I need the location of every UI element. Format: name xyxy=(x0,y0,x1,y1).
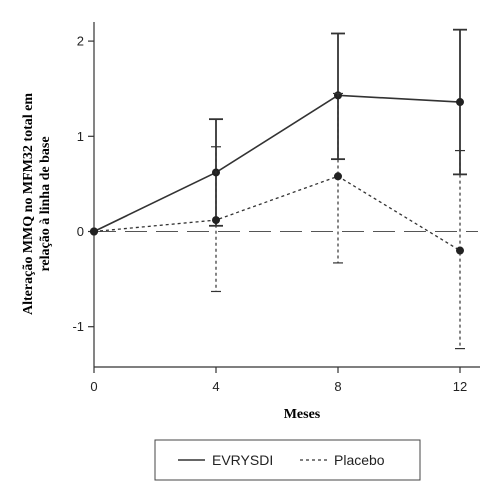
legend-label-placebo: Placebo xyxy=(334,452,385,468)
data-point xyxy=(90,227,98,236)
data-point xyxy=(456,98,464,107)
x-axis-title: Meses xyxy=(284,407,321,422)
y-axis-title: Alteração MMQ no MFM32 total em relação … xyxy=(21,93,53,315)
series-group xyxy=(90,28,467,350)
y-tick-label: 2 xyxy=(77,34,84,49)
y-tick-label: 0 xyxy=(77,224,84,239)
data-point xyxy=(334,172,342,181)
x-tick-label: 4 xyxy=(212,379,219,394)
y-axis-title-line-1: Alteração MMQ no MFM32 total em xyxy=(21,93,36,315)
series-line xyxy=(93,175,461,252)
series-placebo xyxy=(90,92,465,350)
y-tick-label: -1 xyxy=(72,319,84,334)
legend: EVRYSDI Placebo xyxy=(154,439,421,481)
y-axis-title-line-2: relação à linha de base xyxy=(38,136,53,271)
series-evrysdi xyxy=(90,28,467,236)
data-point xyxy=(212,216,220,225)
series-line xyxy=(93,94,461,233)
x-tick-label: 12 xyxy=(453,379,467,394)
x-tick-label: 0 xyxy=(90,379,97,394)
x-tick-label: 8 xyxy=(334,379,341,394)
data-point xyxy=(456,246,464,255)
legend-label-evrysdi: EVRYSDI xyxy=(212,452,273,468)
y-tick-label: 1 xyxy=(77,129,84,144)
